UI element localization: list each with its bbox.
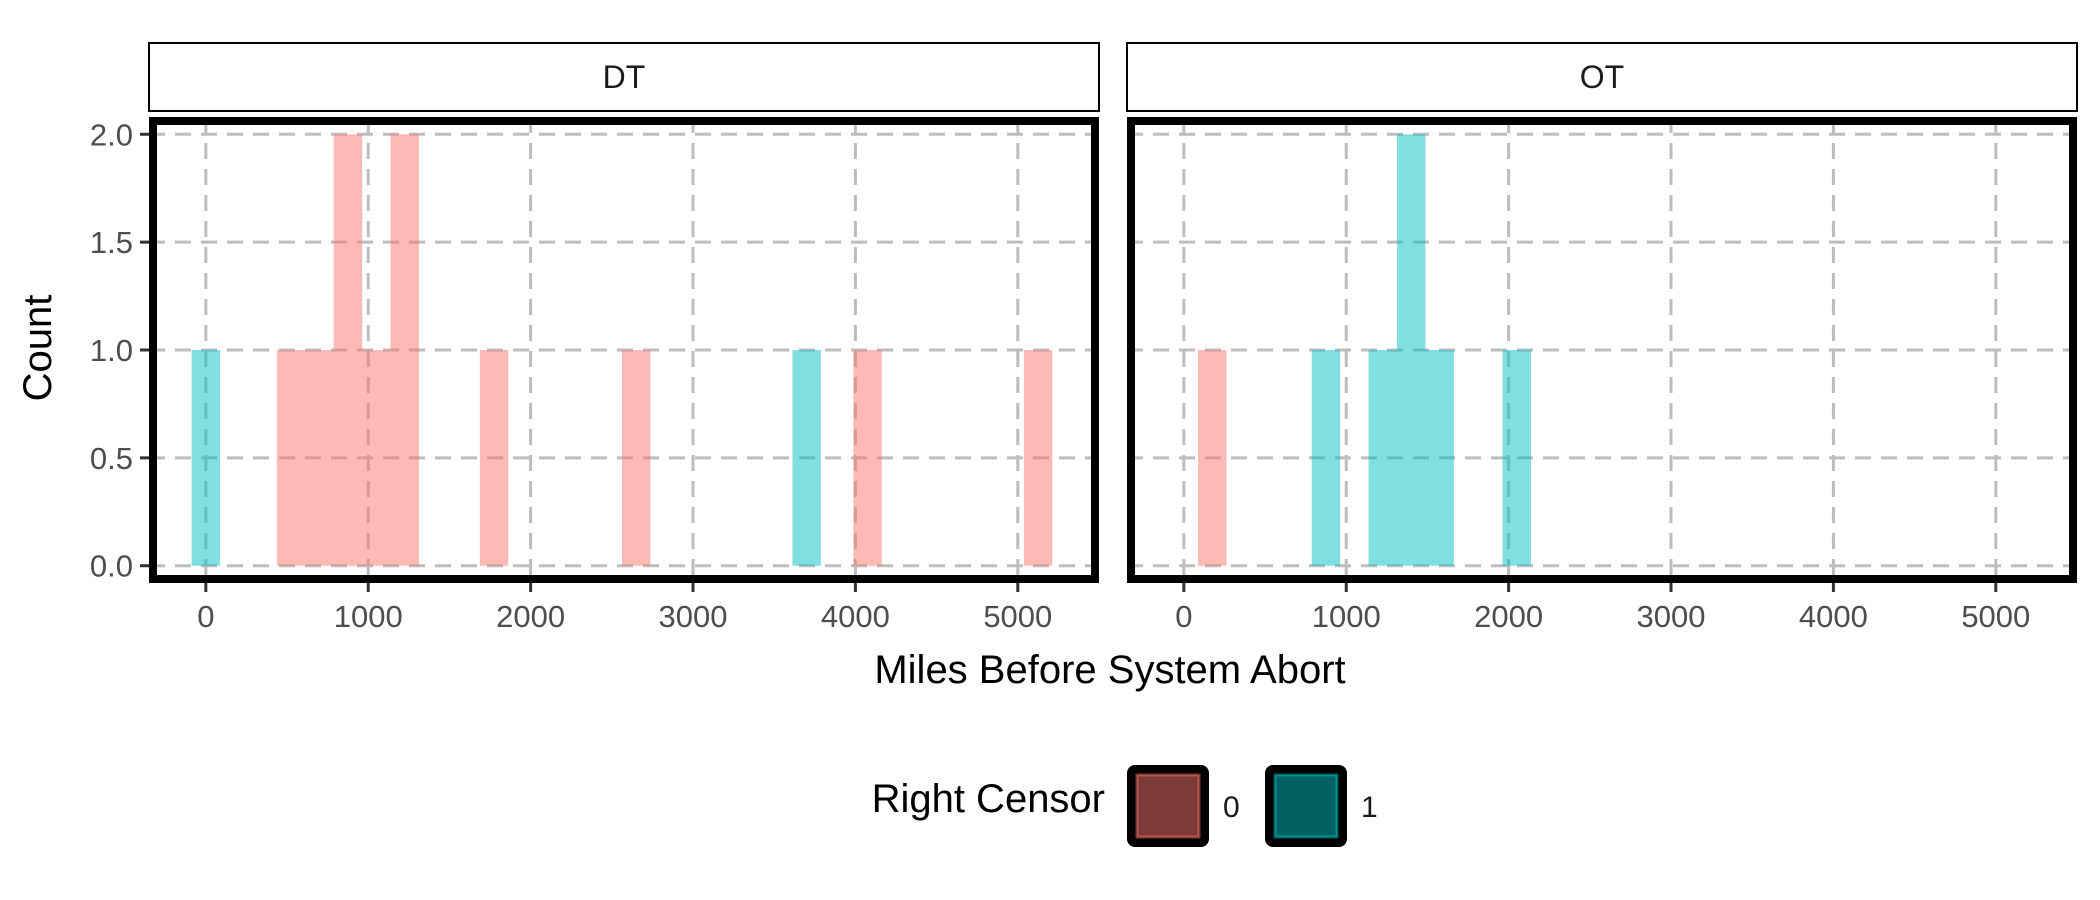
histogram-bar: [362, 350, 391, 566]
facet-strip: [148, 42, 1100, 112]
y-tick-label: 1.5: [90, 225, 133, 260]
panels: DT 0 1000 2000 3000 4000 5000 0.0 0.5 1.0 1.5 2.0 OT…: [90, 42, 2078, 634]
legend-title: Right Censor: [872, 777, 1105, 821]
panel-border: [149, 117, 1099, 583]
legend-key-swatch: [1135, 773, 1201, 839]
y-tick-label: 0.5: [90, 441, 133, 476]
legend-key-swatch: [1273, 773, 1339, 839]
histogram-bar: [1311, 350, 1341, 566]
histogram-bar: [1198, 350, 1227, 566]
x-tick-label: 3000: [659, 599, 728, 634]
y-tick-label: 2.0: [90, 117, 133, 152]
legend-label: 0: [1223, 791, 1240, 824]
histogram-bar: [333, 134, 363, 566]
x-tick-label: 3000: [1637, 599, 1706, 634]
histogram-bar: [621, 350, 651, 566]
x-tick-label: 5000: [1961, 599, 2030, 634]
y-axis-title: Count: [16, 295, 60, 402]
histogram-bar: [1396, 134, 1426, 566]
histogram-bar: [1368, 350, 1397, 566]
facet-strip-label: OT: [1580, 59, 1624, 95]
x-tick-label: 2000: [496, 599, 565, 634]
facet-strip: [1126, 42, 2078, 112]
histogram-bar: [1502, 350, 1531, 566]
panel-border: [1127, 117, 2077, 583]
histogram-bar: [853, 350, 882, 566]
x-tick-label: 1000: [334, 599, 403, 634]
x-tick-label: 2000: [1474, 599, 1543, 634]
histogram-bar: [276, 350, 306, 566]
x-tick-label: 4000: [821, 599, 890, 634]
legend-item-0: 0: [1127, 765, 1240, 847]
panel-ot: OT 0 1000 2000 3000 4000 5000: [1126, 42, 2078, 634]
histogram-bar: [792, 350, 821, 566]
y-tick-label: 0.0: [90, 549, 133, 584]
x-tick-label: 4000: [1799, 599, 1868, 634]
x-tick-label: 0: [1175, 599, 1192, 634]
histogram-bar: [305, 350, 334, 566]
legend-label: 1: [1361, 791, 1378, 824]
x-axis-title: Miles Before System Abort: [874, 648, 1345, 692]
x-tick-label: 5000: [983, 599, 1052, 634]
histogram-bar: [479, 350, 509, 566]
x-tick-label: 0: [197, 599, 214, 634]
y-tick-label: 1.0: [90, 333, 133, 368]
histogram-bar: [1425, 350, 1454, 566]
x-tick-label: 1000: [1312, 599, 1381, 634]
facet-strip-label: DT: [603, 59, 646, 95]
panel-dt: DT 0 1000 2000 3000 4000 5000 0.0 0.5 1.0 1.5 2.0: [90, 42, 1100, 634]
histogram-bar: [191, 350, 221, 566]
histogram-bar: [390, 134, 419, 566]
legend-item-1: 1: [1265, 765, 1378, 847]
histogram-bar: [1023, 350, 1053, 566]
